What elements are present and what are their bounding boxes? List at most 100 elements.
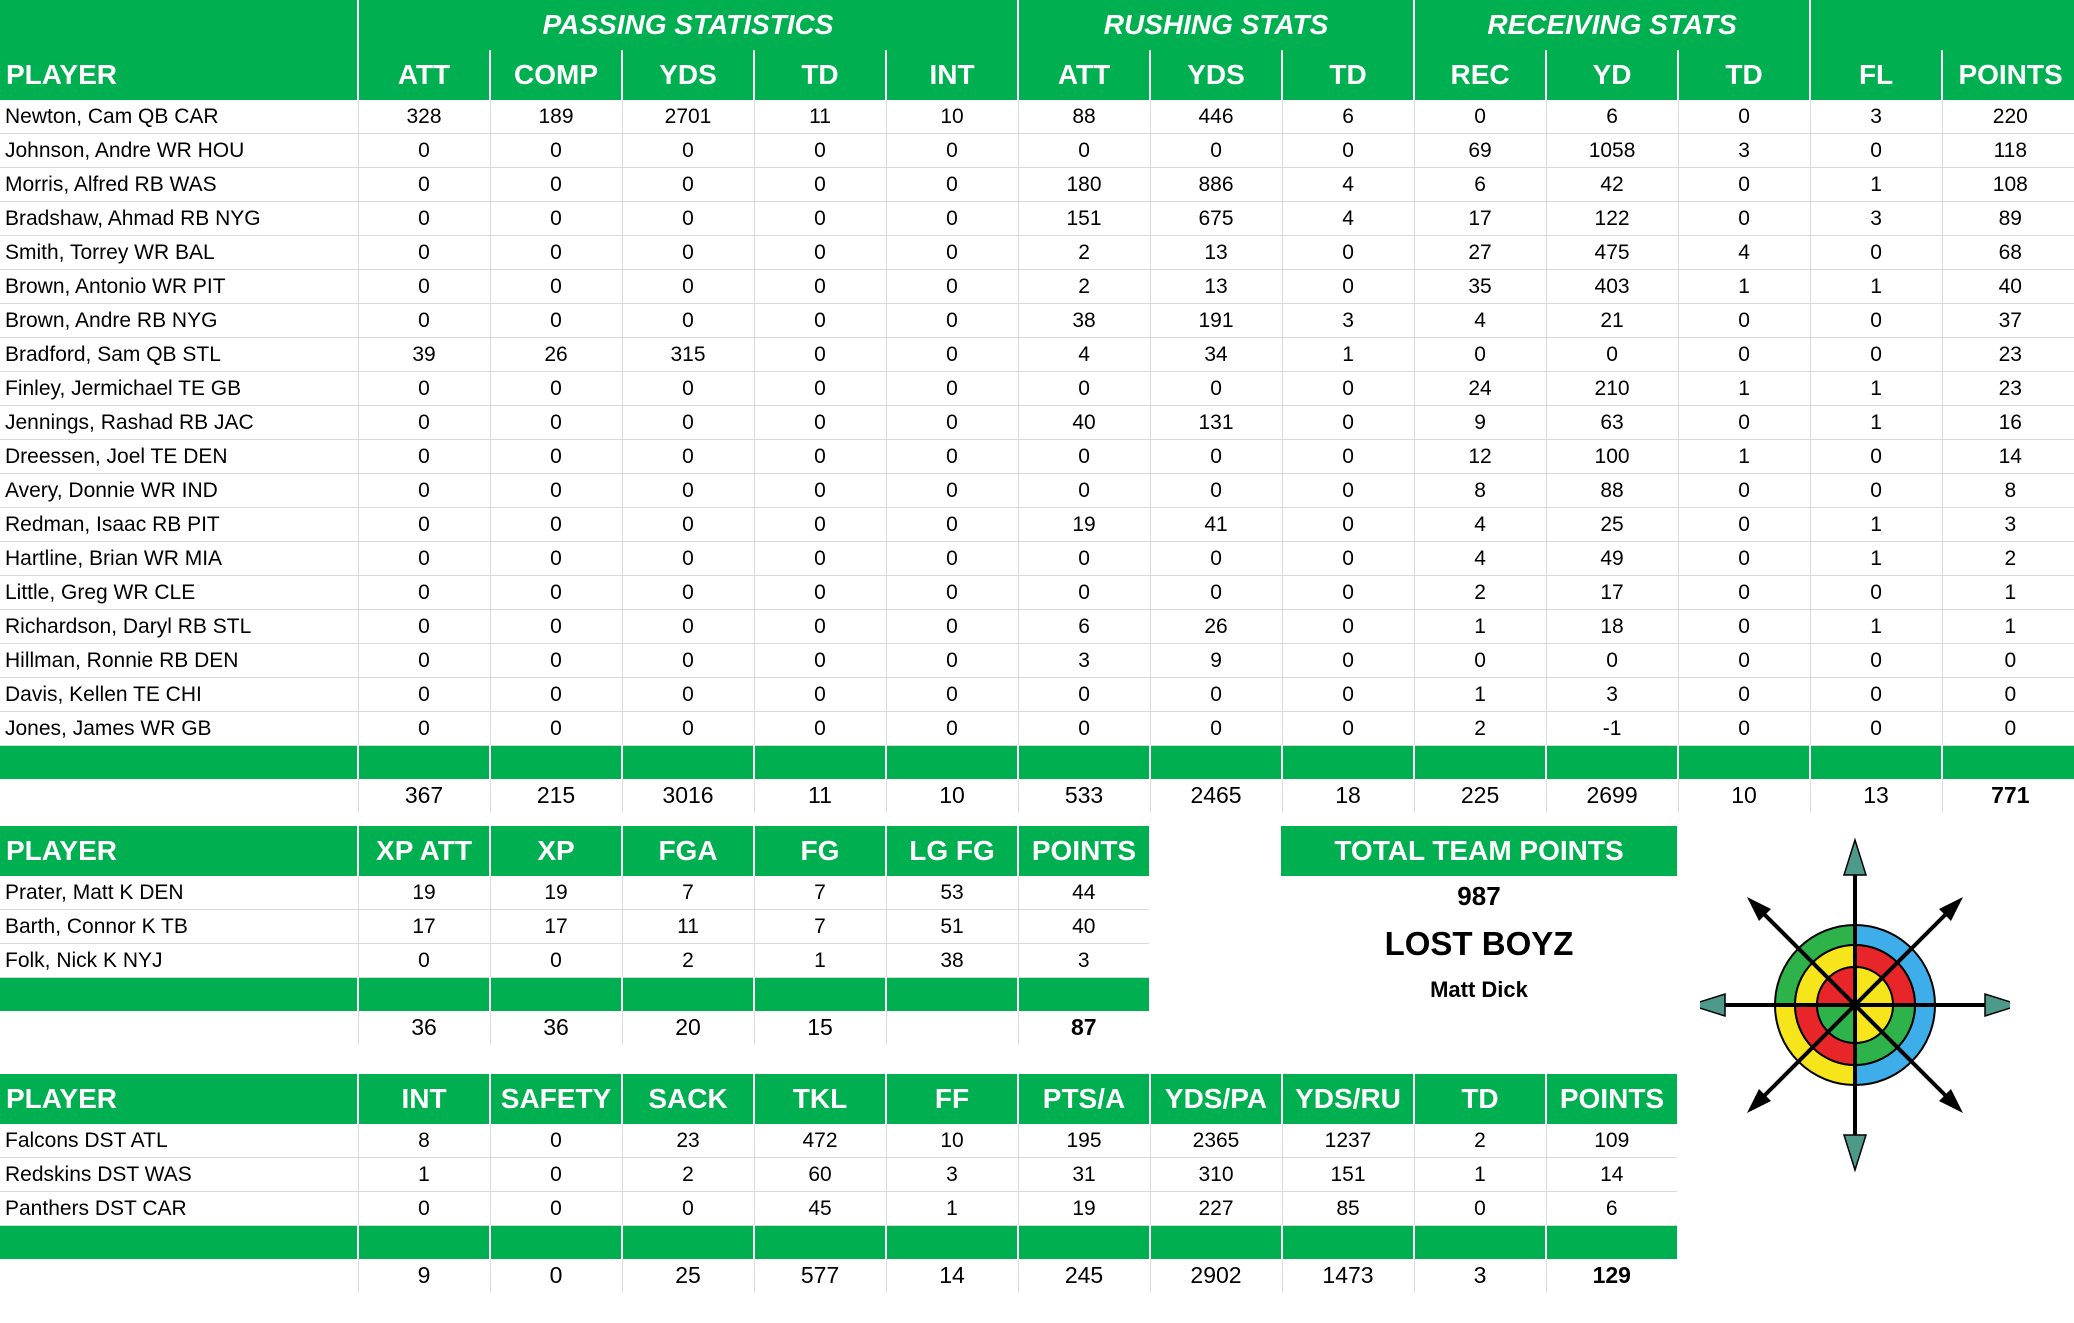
total-cell: 25 bbox=[621, 1259, 754, 1292]
stat-cell: 0 bbox=[885, 303, 1019, 338]
stat-cell: 2 bbox=[621, 1157, 754, 1192]
total-cell: 0 bbox=[489, 1259, 622, 1292]
stat-cell: 0 bbox=[489, 439, 622, 474]
player-name-cell: Falcons DST ATL bbox=[0, 1124, 358, 1158]
stat-cell: 0 bbox=[1677, 711, 1811, 746]
stat-cell: 0 bbox=[1809, 677, 1943, 712]
stat-cell: -1 bbox=[1545, 711, 1679, 746]
stat-cell: 0 bbox=[1281, 473, 1415, 508]
column-header-rec: REC bbox=[1413, 50, 1547, 100]
total-cell: 2699 bbox=[1545, 779, 1679, 812]
stat-cell: 0 bbox=[357, 303, 490, 338]
total-cell: 18 bbox=[1281, 779, 1415, 812]
stat-cell: 0 bbox=[489, 303, 622, 338]
stat-cell: 310 bbox=[1149, 1157, 1282, 1192]
stat-cell: 0 bbox=[1281, 609, 1415, 644]
stat-cell: 0 bbox=[621, 677, 754, 712]
stat-cell: 0 bbox=[621, 439, 754, 474]
total-team-points-header: TOTAL TEAM POINTS bbox=[1281, 826, 1677, 876]
stat-cell: 8 bbox=[1413, 473, 1547, 508]
stat-cell: 675 bbox=[1149, 201, 1283, 236]
table-row: Davis, Kellen TE CHI 0 0 0 0 0 0 0 0 1 3 0 0 0 bbox=[0, 677, 2074, 712]
stat-cell: 0 bbox=[753, 405, 886, 440]
stat-cell: 1 bbox=[1809, 507, 1943, 542]
divider-cell bbox=[1413, 1225, 1546, 1259]
green-divider-row bbox=[0, 1225, 1677, 1259]
stat-cell: 0 bbox=[753, 167, 886, 202]
stat-cell: 7 bbox=[621, 876, 754, 910]
stat-cell: 3 bbox=[1017, 943, 1149, 978]
stat-cell: 35 bbox=[1413, 269, 1547, 304]
stat-cell: 0 bbox=[621, 1191, 754, 1226]
stat-cell: 1 bbox=[1413, 677, 1547, 712]
stat-cell: 220 bbox=[1941, 100, 2074, 134]
stat-cell: 0 bbox=[621, 609, 754, 644]
stat-cell: 0 bbox=[621, 201, 754, 236]
stat-cell: 10 bbox=[885, 1124, 1018, 1158]
stat-cell: 0 bbox=[1017, 541, 1151, 576]
team-name: LOST BOYZ bbox=[1384, 925, 1574, 962]
stat-cell: 49 bbox=[1545, 541, 1679, 576]
stat-cell: 0 bbox=[1149, 677, 1283, 712]
stat-cell: 4 bbox=[1413, 507, 1547, 542]
stat-cell: 1 bbox=[1677, 269, 1811, 304]
defense-stats-table: PLAYER INT SAFETY SACK TKL FF PTS/A YDS/PA YDS/R… bbox=[0, 1074, 1677, 1292]
stat-cell: 34 bbox=[1149, 337, 1283, 372]
column-header-att: ATT bbox=[1017, 50, 1151, 100]
column-header-xp-att: XP ATT bbox=[357, 826, 490, 876]
stat-cell: 0 bbox=[621, 269, 754, 304]
stat-cell: 0 bbox=[885, 507, 1019, 542]
stat-cell: 1 bbox=[357, 1157, 490, 1192]
stat-cell: 7 bbox=[753, 876, 886, 910]
player-name-cell: Redskins DST WAS bbox=[0, 1157, 358, 1192]
column-header-yds-ru: YDS/RU bbox=[1281, 1074, 1414, 1124]
stat-cell: 0 bbox=[1809, 643, 1943, 678]
player-name-cell: Jones, James WR GB bbox=[0, 711, 358, 746]
stat-cell: 180 bbox=[1017, 167, 1151, 202]
player-name-cell: Little, Greg WR CLE bbox=[0, 575, 358, 610]
column-header-tkl: TKL bbox=[753, 1074, 886, 1124]
table-row: Barth, Connor K TB 17 17 11 7 51 40 bbox=[0, 909, 1149, 944]
stat-cell: 0 bbox=[1017, 575, 1151, 610]
total-cell: 245 bbox=[1017, 1259, 1150, 1292]
stat-cell: 19 bbox=[489, 876, 622, 910]
section-title-passing: PASSING STATISTICS bbox=[356, 0, 1019, 50]
stat-cell: 0 bbox=[885, 201, 1019, 236]
stat-cell: 0 bbox=[753, 201, 886, 236]
player-name-cell: Folk, Nick K NYJ bbox=[0, 943, 358, 978]
column-header-comp: COMP bbox=[489, 50, 622, 100]
stat-cell: 37 bbox=[1941, 303, 2074, 338]
stat-cell: 0 bbox=[1677, 100, 1811, 134]
stat-cell: 0 bbox=[1281, 575, 1415, 610]
stat-cell: 0 bbox=[357, 575, 490, 610]
stat-cell: 3 bbox=[1017, 643, 1151, 678]
stat-cell: 2365 bbox=[1149, 1124, 1282, 1158]
stat-cell: 3 bbox=[1677, 133, 1811, 168]
divider-cell bbox=[489, 1225, 622, 1259]
divider-cell bbox=[357, 745, 490, 779]
column-header-player: PLAYER bbox=[0, 50, 358, 100]
stat-cell: 0 bbox=[1545, 643, 1679, 678]
total-cell bbox=[885, 1011, 1018, 1044]
player-name-cell: Redman, Isaac RB PIT bbox=[0, 507, 358, 542]
stat-cell: 1 bbox=[753, 943, 886, 978]
total-cell: 14 bbox=[885, 1259, 1018, 1292]
column-header-td: TD bbox=[1677, 50, 1811, 100]
stat-cell: 6 bbox=[1545, 1191, 1677, 1226]
stat-cell: 0 bbox=[357, 541, 490, 576]
stat-cell: 1 bbox=[1677, 439, 1811, 474]
stat-cell: 0 bbox=[1809, 133, 1943, 168]
stat-cell: 0 bbox=[1809, 575, 1943, 610]
column-header-yd: YD bbox=[1545, 50, 1679, 100]
stat-cell: 0 bbox=[885, 405, 1019, 440]
stat-cell: 0 bbox=[753, 677, 886, 712]
stat-cell: 0 bbox=[357, 235, 490, 270]
stat-cell: 0 bbox=[357, 677, 490, 712]
divider-cell bbox=[884, 745, 1019, 779]
stat-cell: 0 bbox=[621, 643, 754, 678]
stat-cell: 0 bbox=[1809, 337, 1943, 372]
stat-cell: 0 bbox=[621, 133, 754, 168]
stat-cell: 17 bbox=[1413, 201, 1547, 236]
stat-cell: 0 bbox=[1677, 473, 1811, 508]
column-header-yds: YDS bbox=[1149, 50, 1283, 100]
